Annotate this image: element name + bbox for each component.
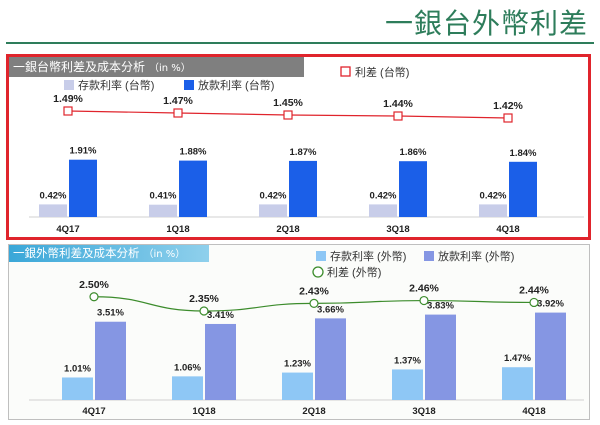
undefined-legend-loan-label: 放款利率 (外幣) xyxy=(438,249,514,263)
undefined-spread-label-2Q18: 2.43% xyxy=(299,285,329,297)
undefined-category-4Q18: 4Q18 xyxy=(496,224,519,235)
undefined-spread-label-1Q18: 2.35% xyxy=(189,293,219,305)
undefined-loan-bar-3Q18 xyxy=(425,314,456,400)
undefined-loan-bar-1Q18 xyxy=(205,323,236,400)
undefined-loan-label-1Q18: 3.41% xyxy=(207,310,234,321)
undefined-category-2Q18: 2Q18 xyxy=(302,406,325,417)
undefined-deposit-bar-1Q18 xyxy=(172,376,203,400)
undefined-loan-bar-4Q18 xyxy=(509,161,537,217)
undefined-deposit-label-4Q18: 1.47% xyxy=(504,353,531,364)
undefined-deposit-label-4Q18: 0.42% xyxy=(480,190,507,201)
twd-chart-header: 一銀台幣利差及成本分析 （in %） xyxy=(9,57,304,77)
undefined-spread-label-1Q18: 1.47% xyxy=(163,95,193,107)
fx-chart-header: 一銀外幣利差及成本分析 （in %） xyxy=(9,245,209,262)
undefined-deposit-bar-3Q18 xyxy=(392,369,423,400)
undefined-spread-point-4Q18 xyxy=(503,113,513,123)
undefined-spread-point-3Q18 xyxy=(419,295,429,306)
undefined-loan-bar-2Q18 xyxy=(289,160,317,217)
undefined-loan-bar-1Q18 xyxy=(179,160,207,217)
undefined-loan-bar-4Q17 xyxy=(69,159,97,217)
undefined-category-2Q18: 2Q18 xyxy=(276,224,299,235)
undefined-category-4Q17: 4Q17 xyxy=(56,224,79,235)
page-title: 一銀台外幣利差 xyxy=(384,7,588,40)
twd-chart-panel: 一銀台幣利差及成本分析 （in %） 存款利率 (台幣) 放款利率 (台幣) 利差 (… xyxy=(6,54,591,240)
undefined-legend-loan-swatch xyxy=(184,80,194,90)
twd-chart-unit: （in %） xyxy=(149,63,191,74)
undefined-legend-spread-label: 利差 (外幣) xyxy=(327,265,381,279)
undefined-loan-label-4Q17: 3.51% xyxy=(97,308,124,319)
undefined-spread-point-2Q18 xyxy=(309,298,319,309)
undefined-spread-label-4Q17: 1.49% xyxy=(53,93,83,105)
undefined-loan-bar-2Q18 xyxy=(315,318,346,400)
undefined-spread-point-1Q18 xyxy=(199,306,209,316)
undefined-loan-label-4Q18: 3.92% xyxy=(537,299,564,310)
undefined-loan-label-2Q18: 1.87% xyxy=(290,147,317,158)
undefined-loan-label-4Q17: 1.91% xyxy=(70,146,97,157)
undefined-spread-label-2Q18: 1.45% xyxy=(273,97,303,109)
undefined-deposit-bar-4Q17 xyxy=(62,377,93,400)
undefined-spread-label-4Q17: 2.50% xyxy=(79,279,109,291)
undefined-legend-deposit-swatch xyxy=(316,251,326,261)
undefined-spread-point-3Q18 xyxy=(393,111,403,121)
undefined-loan-label-1Q18: 1.88% xyxy=(180,147,207,158)
fx-chart-svg: 存款利率 (外幣) 放款利率 (外幣) 利差 (外幣) 1.01% 3.51% 4Q17 1… xyxy=(29,249,584,417)
undefined-legend-deposit-label: 存款利率 (台幣) xyxy=(78,78,154,92)
undefined-loan-label-3Q18: 3.83% xyxy=(427,301,454,312)
undefined-spread-label-4Q18: 1.42% xyxy=(493,100,523,112)
undefined-legend-deposit-label: 存款利率 (外幣) xyxy=(330,249,406,263)
twd-chart-title: 一銀台幣利差及成本分析 xyxy=(13,60,146,74)
undefined-deposit-label-1Q18: 1.06% xyxy=(174,362,201,373)
undefined-legend-deposit-swatch xyxy=(64,80,74,90)
undefined-legend-spread-marker xyxy=(340,66,351,77)
undefined-legend-loan-swatch xyxy=(424,251,434,261)
undefined-deposit-label-4Q17: 1.01% xyxy=(64,363,91,374)
undefined-deposit-bar-1Q18 xyxy=(149,204,177,217)
undefined-spread-label-3Q18: 2.46% xyxy=(409,283,439,295)
undefined-loan-label-4Q18: 1.84% xyxy=(510,148,537,159)
undefined-loan-label-2Q18: 3.66% xyxy=(317,304,344,315)
undefined-category-4Q17: 4Q17 xyxy=(82,406,105,417)
undefined-legend-spread-marker xyxy=(312,266,324,278)
undefined-category-1Q18: 1Q18 xyxy=(192,406,215,417)
undefined-deposit-bar-4Q18 xyxy=(502,367,533,400)
undefined-legend-spread-label: 利差 (台幣) xyxy=(355,65,409,79)
twd-chart-svg: 存款利率 (台幣) 放款利率 (台幣) 利差 (台幣) 0.42% 1.91% 4Q17 0… xyxy=(29,65,584,235)
undefined-legend-loan-label: 放款利率 (台幣) xyxy=(198,78,274,92)
fx-chart-title: 一銀外幣利差及成本分析 xyxy=(13,246,140,260)
undefined-deposit-bar-4Q17 xyxy=(39,204,67,217)
undefined-loan-bar-4Q18 xyxy=(535,312,566,400)
undefined-spread-point-4Q17 xyxy=(63,106,73,116)
fx-chart-panel: 一銀外幣利差及成本分析 （in %） 存款利率 (外幣) 放款利率 (外幣) 利差 (… xyxy=(8,244,590,420)
undefined-deposit-label-4Q17: 0.42% xyxy=(40,190,67,201)
undefined-deposit-bar-2Q18 xyxy=(282,372,313,400)
undefined-spread-label-4Q18: 2.44% xyxy=(519,284,549,296)
undefined-deposit-label-2Q18: 1.23% xyxy=(284,359,311,370)
fx-chart-unit: （in %） xyxy=(143,249,186,260)
undefined-deposit-bar-4Q18 xyxy=(479,204,507,217)
undefined-category-1Q18: 1Q18 xyxy=(166,224,189,235)
undefined-category-3Q18: 3Q18 xyxy=(386,224,409,235)
undefined-deposit-bar-3Q18 xyxy=(369,204,397,217)
undefined-spread-point-2Q18 xyxy=(283,110,293,120)
undefined-deposit-label-2Q18: 0.42% xyxy=(260,190,287,201)
title-divider xyxy=(6,42,594,44)
undefined-spread-point-1Q18 xyxy=(173,108,183,118)
undefined-spread-label-3Q18: 1.44% xyxy=(383,98,413,110)
undefined-spread-point-4Q17 xyxy=(89,292,99,302)
undefined-deposit-bar-2Q18 xyxy=(259,204,287,217)
undefined-deposit-label-3Q18: 1.37% xyxy=(394,355,421,366)
undefined-category-3Q18: 3Q18 xyxy=(412,406,435,417)
undefined-deposit-label-3Q18: 0.42% xyxy=(370,190,397,201)
undefined-loan-bar-4Q17 xyxy=(95,321,126,400)
undefined-spread-point-4Q18 xyxy=(529,297,539,308)
undefined-loan-label-3Q18: 1.86% xyxy=(400,147,427,158)
undefined-deposit-label-1Q18: 0.41% xyxy=(150,191,177,202)
undefined-category-4Q18: 4Q18 xyxy=(522,406,545,417)
undefined-loan-bar-3Q18 xyxy=(399,161,427,217)
